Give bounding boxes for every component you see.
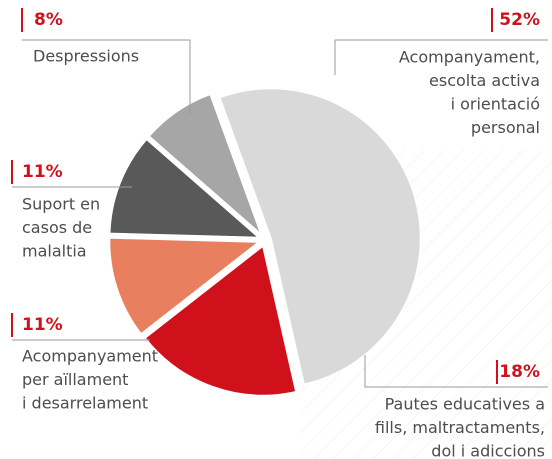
category-label: Pautes educatives a	[385, 395, 545, 414]
category-label: per aïllament	[22, 370, 128, 389]
percent-label: 8%	[34, 10, 63, 30]
percent-label: 11%	[22, 162, 63, 182]
pie	[108, 87, 422, 397]
percent-label: 18%	[499, 362, 540, 382]
category-label: personal	[471, 118, 540, 137]
pie-slice	[108, 236, 263, 336]
category-label: escolta activa	[429, 71, 540, 90]
leader-line	[334, 39, 548, 75]
category-label: dol i adiccions	[431, 442, 545, 459]
pie-slice	[218, 87, 422, 386]
percent-label: 11%	[22, 315, 63, 335]
leader-line	[364, 355, 548, 388]
pie-slice	[143, 243, 298, 397]
category-label: Suport en	[22, 195, 100, 214]
category-label: fills, maltractaments,	[375, 418, 545, 437]
leader-line	[22, 39, 191, 115]
pie-slice	[147, 92, 263, 236]
category-label: malaltia	[22, 242, 87, 261]
pie-slice	[108, 137, 263, 239]
percent-label: 52%	[499, 10, 540, 30]
category-label: i orientació	[451, 95, 540, 114]
category-label: Acompanyament,	[399, 48, 540, 67]
labels: 52% Acompanyament, escolta activa i orienta…	[11, 8, 548, 459]
category-label: Despressions	[33, 47, 139, 66]
category-label: Acompanyament	[22, 347, 158, 366]
category-label: i desarrelament	[22, 394, 148, 413]
category-label: casos de	[22, 218, 92, 237]
